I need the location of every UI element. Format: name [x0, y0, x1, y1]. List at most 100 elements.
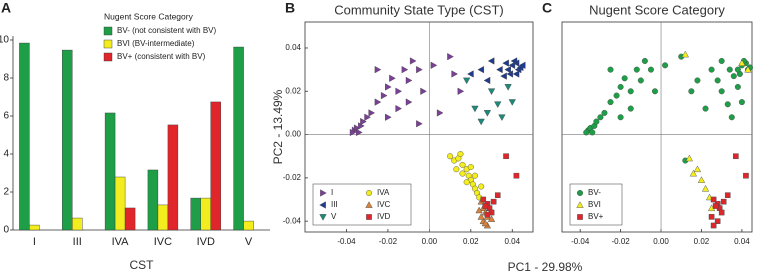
bar	[104, 112, 116, 231]
point	[477, 213, 485, 220]
point	[503, 153, 509, 160]
bar	[243, 220, 254, 231]
point	[380, 91, 388, 100]
point	[647, 66, 654, 73]
point	[734, 83, 741, 90]
point	[467, 70, 474, 78]
point	[467, 164, 474, 171]
y-tick-label: 6	[3, 111, 9, 122]
point	[500, 72, 507, 80]
point	[447, 52, 454, 61]
point	[730, 73, 737, 80]
point	[617, 83, 624, 90]
point	[480, 196, 487, 203]
bar	[29, 224, 40, 231]
point	[483, 76, 491, 85]
point	[385, 113, 392, 121]
point	[385, 83, 392, 91]
point	[724, 192, 731, 198]
x-tick-label: 0.04	[504, 237, 520, 246]
x-tick-label: IVD	[197, 236, 215, 248]
point	[487, 88, 496, 95]
legend-marker	[577, 189, 584, 196]
x-tick-label: III	[73, 236, 82, 248]
point	[688, 88, 695, 95]
point	[459, 170, 466, 177]
x-tick-label: -0.04	[337, 237, 356, 246]
point	[484, 211, 491, 218]
point	[463, 77, 471, 85]
bar	[62, 49, 73, 231]
legend-label: I	[331, 188, 333, 197]
point	[401, 65, 409, 74]
point	[617, 114, 624, 121]
point	[453, 166, 460, 173]
point	[420, 87, 427, 95]
point	[482, 203, 489, 209]
point	[697, 176, 706, 183]
point	[718, 57, 725, 64]
legend-label: BV+	[588, 212, 604, 221]
point	[478, 183, 485, 190]
point	[689, 169, 698, 177]
point	[621, 75, 628, 82]
point	[447, 153, 454, 160]
bar	[124, 207, 136, 231]
point	[627, 105, 634, 112]
point	[726, 66, 733, 73]
point	[714, 218, 721, 224]
point	[633, 66, 640, 73]
point	[607, 66, 614, 73]
point	[589, 129, 596, 136]
point	[502, 59, 509, 67]
point	[593, 118, 600, 125]
point	[627, 88, 634, 95]
y-tick-label: -0.04	[283, 216, 302, 225]
legend-title: Nugent Score Category	[104, 11, 194, 21]
point	[416, 65, 423, 74]
point	[720, 198, 727, 205]
point	[601, 109, 608, 116]
legend-label: BV+ (consistent with BV)	[117, 52, 206, 61]
panel-label: B	[285, 0, 295, 16]
point	[607, 99, 614, 106]
point	[498, 114, 506, 121]
legend-label: IVC	[377, 200, 391, 209]
point	[710, 222, 717, 229]
legend-label: III	[331, 200, 338, 209]
point	[374, 98, 382, 106]
point	[504, 65, 511, 74]
point	[416, 120, 423, 128]
point	[494, 192, 501, 198]
point	[701, 184, 710, 192]
point	[518, 61, 526, 69]
point	[733, 153, 739, 160]
point	[477, 65, 485, 74]
bar	[147, 169, 159, 231]
bar	[114, 176, 126, 231]
point	[693, 165, 702, 173]
y-tick-label: 0	[3, 225, 9, 236]
point	[718, 88, 725, 95]
bar	[210, 101, 221, 231]
point	[512, 70, 520, 78]
point	[734, 66, 741, 73]
legend-marker	[366, 214, 372, 220]
point	[451, 70, 458, 78]
point	[508, 61, 516, 69]
point	[637, 77, 644, 84]
point	[708, 214, 715, 220]
point	[405, 98, 413, 106]
point	[471, 105, 479, 113]
point	[641, 57, 648, 64]
x-tick-label: 0.02	[463, 237, 479, 246]
point	[597, 114, 604, 121]
legend-marker	[320, 189, 327, 197]
point	[405, 76, 413, 85]
point	[457, 87, 465, 95]
point	[496, 65, 503, 74]
plot-frame	[304, 21, 534, 233]
x-axis-label: PC1 - 29.98%	[508, 260, 583, 274]
point	[349, 128, 357, 137]
